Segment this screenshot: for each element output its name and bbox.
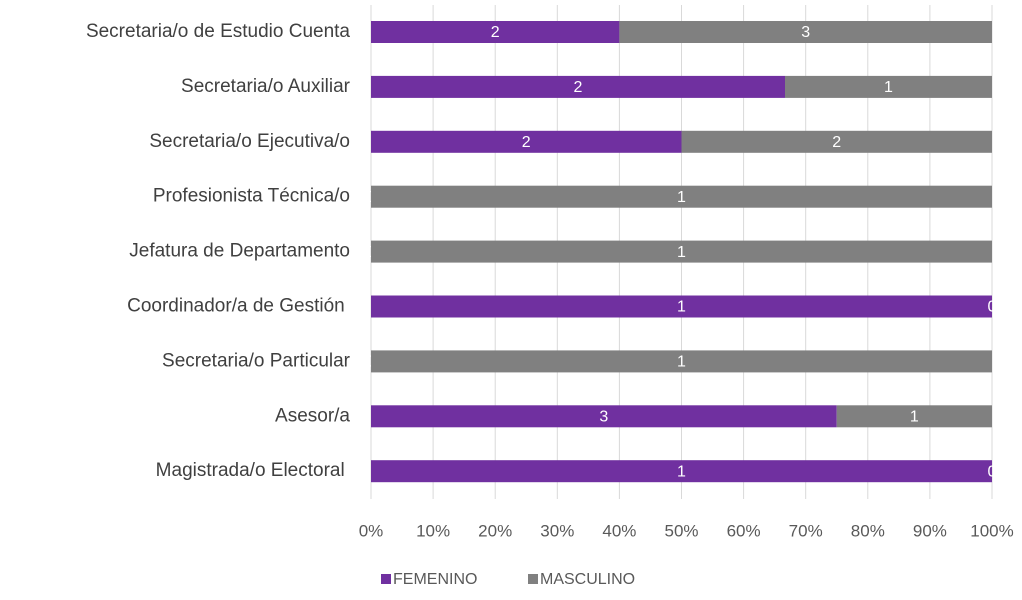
data-label: 3 <box>801 24 810 41</box>
data-label: 0 <box>988 463 997 480</box>
category-label: Profesionista Técnica/o <box>153 186 350 207</box>
bar-segment <box>371 185 992 208</box>
category-label: Secretaria/o Ejecutiva/o <box>149 131 350 152</box>
data-label: 2 <box>491 24 500 41</box>
category-label: Magistrada/o Electoral <box>156 460 350 481</box>
legend-label: FEMENINO <box>393 571 477 588</box>
legend-label: MASCULINO <box>540 571 635 588</box>
category-label: Secretaria/o de Estudio Cuenta <box>86 21 350 42</box>
x-tick-label: 100% <box>970 521 1013 540</box>
x-tick-label: 20% <box>478 521 512 540</box>
category-label: Secretaria/o Auxiliar <box>181 76 351 97</box>
x-tick-label: 70% <box>789 521 823 540</box>
x-tick-label: 40% <box>602 521 636 540</box>
legend-swatch <box>381 574 391 584</box>
category-label: Coordinador/a de Gestión <box>127 296 350 317</box>
legend-swatch <box>528 574 538 584</box>
bar-segment <box>371 405 837 428</box>
x-tick-label: 80% <box>851 521 885 540</box>
bar-segment <box>371 295 992 318</box>
bar-segment <box>619 21 992 43</box>
x-tick-label: 60% <box>727 521 761 540</box>
data-label: 1 <box>677 354 686 371</box>
category-label: Asesor/a <box>275 405 350 426</box>
bar-segment <box>371 460 992 483</box>
bar-segment <box>371 21 620 43</box>
data-label: 3 <box>599 409 608 426</box>
plot: 232122010110013110 <box>367 21 997 483</box>
data-label: 1 <box>910 409 919 426</box>
bar-segment <box>371 350 992 373</box>
data-label: 2 <box>832 134 841 151</box>
x-tick-label: 30% <box>540 521 574 540</box>
bar-segment <box>681 130 992 153</box>
data-label: 1 <box>677 244 686 261</box>
data-label: 1 <box>677 189 686 206</box>
data-label: 1 <box>677 299 686 316</box>
x-tick-label: 0% <box>359 521 384 540</box>
bar-segment <box>371 130 682 153</box>
data-label: 1 <box>884 79 893 96</box>
data-label: 0 <box>988 299 997 316</box>
bar-segment <box>371 240 992 263</box>
data-label: 2 <box>574 79 583 96</box>
data-label: 2 <box>522 134 531 151</box>
x-tick-label: 10% <box>416 521 450 540</box>
bar-segment <box>371 75 785 98</box>
category-label: Jefatura de Departamento <box>129 241 350 262</box>
x-tick-label: 50% <box>664 521 698 540</box>
bar-segment <box>785 75 992 98</box>
x-tick-label: 90% <box>913 521 947 540</box>
category-label: Secretaria/o Particular <box>162 350 351 371</box>
data-label: 1 <box>677 463 686 480</box>
bar-segment <box>836 405 992 428</box>
